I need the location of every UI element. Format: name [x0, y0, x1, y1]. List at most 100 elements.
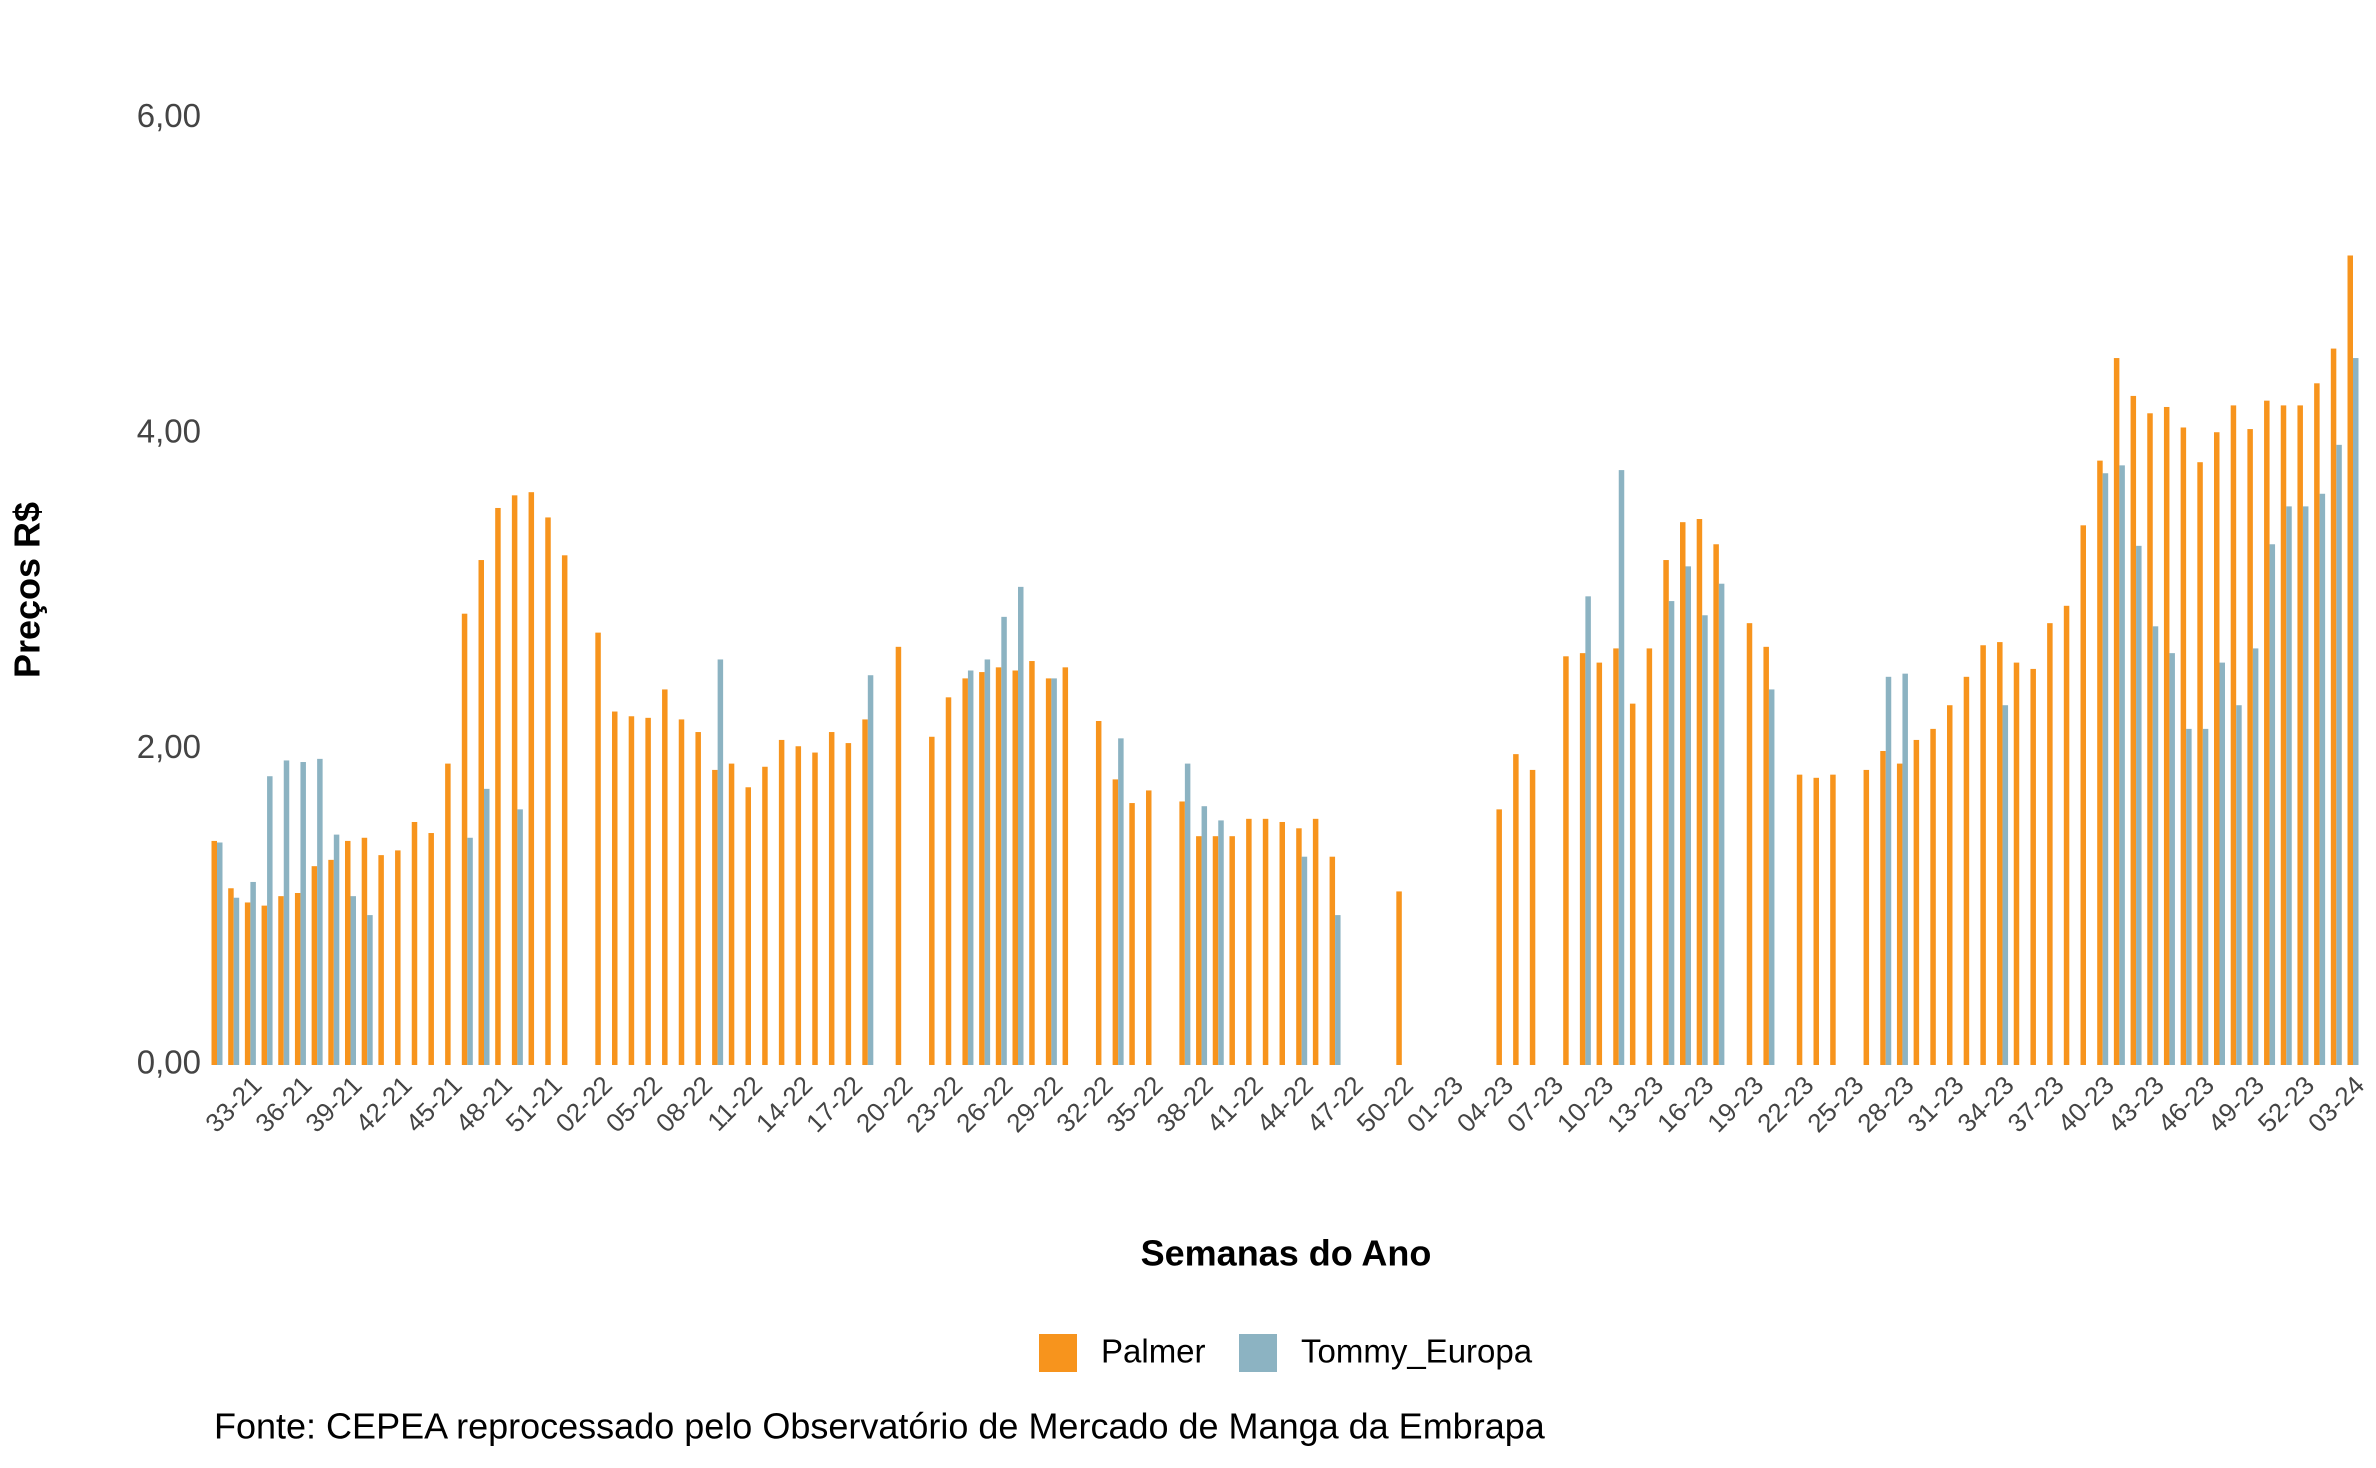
bar: [2113, 358, 2120, 1065]
bar: [1646, 648, 1653, 1065]
bar: [1663, 560, 1669, 1065]
x-axis-title: Semanas do Ano: [1141, 1233, 1432, 1274]
bar: [1279, 821, 1285, 1065]
bar: [1335, 915, 1341, 1065]
bar: [228, 888, 234, 1065]
bar: [1496, 809, 1502, 1065]
bar: [2013, 662, 2020, 1065]
bar: [261, 905, 268, 1065]
legend-label: Tommy_Europa: [1301, 1333, 1533, 1370]
bar: [2147, 413, 2153, 1065]
bar: [2319, 493, 2326, 1065]
bar: [2302, 506, 2309, 1065]
bar: [1763, 646, 1769, 1065]
bar: [1702, 615, 1708, 1065]
bar: [1229, 836, 1235, 1065]
bar: [2330, 348, 2337, 1065]
bar: [333, 834, 340, 1065]
bar: [2002, 705, 2009, 1065]
x-tick-label: 46-23: [2152, 1070, 2220, 1138]
bar: [561, 555, 568, 1065]
bar: [2219, 662, 2225, 1065]
bar: [278, 896, 284, 1065]
bar: [2136, 545, 2142, 1065]
x-tick-label: 48-21: [450, 1070, 518, 1138]
bar: [233, 897, 240, 1065]
bar: [1768, 689, 1775, 1065]
bar: [217, 842, 223, 1065]
bar: [1118, 738, 1124, 1065]
y-tick-label: 6,00: [137, 97, 201, 134]
bar: [1563, 656, 1569, 1065]
bar: [244, 902, 251, 1065]
bar: [1980, 645, 1986, 1065]
x-tick-label: 08-22: [650, 1070, 718, 1138]
x-tick-label: 05-22: [600, 1070, 668, 1138]
bar: [1001, 616, 1007, 1065]
bar: [1201, 806, 1208, 1065]
bar: [2347, 255, 2353, 1066]
bar: [528, 492, 535, 1065]
x-tick-label: 28-23: [1851, 1070, 1919, 1138]
bar: [2130, 395, 2137, 1066]
bar: [1896, 763, 1903, 1065]
bar: [1913, 739, 1920, 1065]
bar: [467, 837, 473, 1065]
x-tick-label: 11-22: [701, 1070, 768, 1137]
bar: [1796, 774, 1803, 1065]
bar: [1863, 769, 1870, 1065]
x-tick-label: 29-22: [1000, 1070, 1068, 1138]
bar: [995, 667, 1002, 1065]
x-tick-label: 39-21: [299, 1070, 367, 1138]
bar: [1029, 661, 1035, 1065]
bar: [1746, 623, 1753, 1065]
bar: [2280, 405, 2287, 1065]
bar: [267, 776, 273, 1065]
bar: [1579, 653, 1586, 1065]
bar: [1685, 566, 1691, 1065]
bar: [845, 743, 852, 1065]
bar: [361, 837, 368, 1065]
x-tick-label: 37-23: [2001, 1070, 2069, 1138]
bar: [2214, 432, 2220, 1065]
bar: [762, 766, 768, 1065]
x-tick-label: 40-23: [2052, 1070, 2120, 1138]
bar: [895, 646, 902, 1065]
bar: [367, 915, 373, 1065]
bar: [317, 758, 323, 1065]
bar: [2180, 427, 2187, 1065]
bar: [595, 632, 601, 1065]
bar: [2163, 406, 2170, 1065]
bar: [962, 678, 968, 1065]
bar: [2197, 462, 2203, 1066]
bar: [2286, 506, 2292, 1065]
bar: [979, 672, 985, 1065]
x-tick-label: 32-22: [1050, 1070, 1118, 1138]
bar: [662, 689, 668, 1065]
bar: [445, 763, 451, 1065]
x-tick-label: 31-23: [1901, 1070, 1969, 1138]
bar: [812, 752, 818, 1065]
bar: [1529, 769, 1536, 1065]
x-tick-label: 36-21: [249, 1070, 317, 1138]
y-tick-label: 4,00: [137, 413, 201, 450]
x-tick-label: 47-22: [1301, 1070, 1369, 1138]
bar: [867, 675, 874, 1065]
bar: [2063, 605, 2070, 1065]
x-tick-label: 35-22: [1100, 1070, 1168, 1138]
bar: [1885, 676, 1892, 1065]
x-tick-label: 33-21: [199, 1070, 267, 1138]
bar: [1813, 777, 1819, 1065]
y-tick-label: 0,00: [137, 1044, 201, 1081]
bar: [311, 866, 318, 1065]
x-tick-label: 52-23: [2252, 1070, 2320, 1138]
bar: [1713, 544, 1719, 1065]
bar: [495, 507, 501, 1065]
bar: [1880, 750, 1886, 1065]
x-tick-label: 38-22: [1150, 1070, 1218, 1138]
x-tick-label: 19-23: [1701, 1070, 1769, 1138]
bar: [484, 788, 490, 1065]
bar: [2336, 444, 2342, 1065]
bar: [717, 659, 724, 1065]
bar: [862, 719, 868, 1065]
